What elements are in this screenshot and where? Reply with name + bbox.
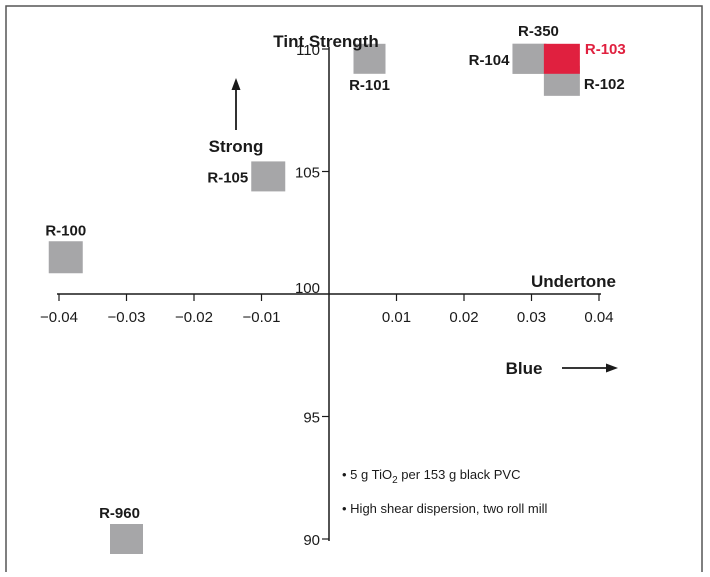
y-tick-label: 100 [295,280,320,297]
x-tick-label: −0.03 [108,309,146,326]
y-tick-label: 110 [296,42,320,59]
x-tick-label: 0.02 [449,309,478,326]
x-axis-title: Undertone [531,272,616,291]
x-tick-label: −0.01 [243,309,281,326]
marker-r-100 [48,241,83,274]
y-direction-label: Strong [209,137,264,156]
note-2: • High shear dispersion, two roll mill [342,501,548,516]
marker-r-960 [110,524,143,554]
x-tick-label: 0.01 [382,309,411,326]
y-tick-label: 95 [303,410,320,427]
ticks: −0.04 −0.03 −0.02 −0.01 0.01 0.02 0.03 0.04 90 95… [40,42,614,549]
marker-r-104 [512,43,547,74]
strong-arrow-icon [231,78,241,130]
label-r-102: R-102 [584,76,625,93]
chart-border [5,5,703,577]
label-r-104: R-104 [469,52,511,69]
label-r-960: R-960 [99,505,140,522]
marker-r-105 [251,161,286,192]
x-tick-label: 0.03 [517,309,546,326]
label-r-101: R-101 [349,77,390,94]
marker-r-101 [353,43,386,74]
point-labels: R-100 R-101 R-105 R-350 R-104 R-102 R-103 R-960 [45,23,625,522]
label-r-100: R-100 [45,222,86,239]
x-tick-label: −0.02 [175,309,213,326]
x-tick-label: 0.04 [584,309,613,326]
axes [57,47,601,541]
y-axis-title: Tint Strength [273,32,378,51]
label-r-350: R-350 [518,23,559,40]
blue-arrow-icon [562,363,618,373]
x-direction-label: Blue [506,359,543,378]
note-1: • 5 g TiO2 per 153 g black PVC [342,467,521,486]
marker-r-103 [543,43,580,74]
y-tick-label: 105 [295,165,320,182]
label-r-105: R-105 [207,169,248,186]
data-points [48,43,580,554]
x-tick-label: −0.04 [40,309,78,326]
label-r-103: R-103 [585,41,626,58]
y-tick-label: 90 [303,532,320,549]
